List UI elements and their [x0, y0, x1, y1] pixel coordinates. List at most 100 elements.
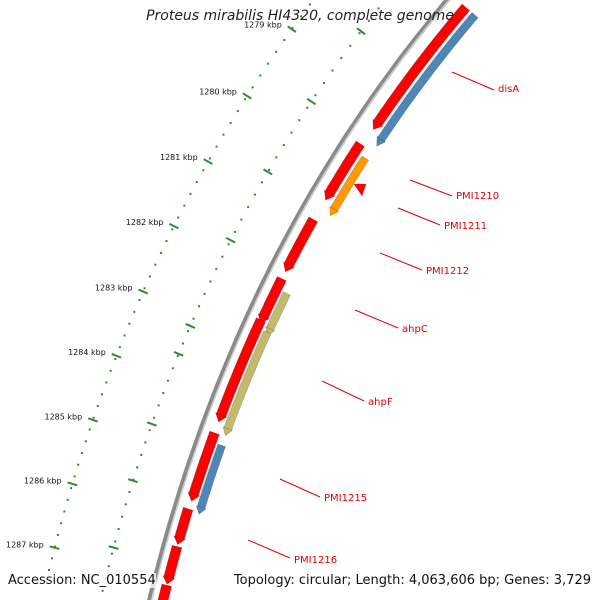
feature-blue-1-arrowhead	[376, 135, 387, 147]
feature-khaki-2-arrowhead	[222, 426, 234, 437]
gene-label: PMI1212	[426, 266, 469, 277]
tick-ring-dot	[260, 181, 263, 184]
tick-ring-dot	[187, 330, 190, 333]
scale-ring-dot	[143, 287, 146, 290]
tick-ring-dot	[240, 218, 243, 221]
genome-summary: Topology: circular; Length: 4,063,606 bp…	[233, 573, 591, 588]
tick-ring-dot	[176, 354, 179, 357]
tick-ring-dot	[181, 342, 184, 345]
scale-ring-dot	[236, 110, 239, 113]
scale-ring-dot	[92, 416, 95, 419]
tick-ring-dot	[247, 206, 250, 209]
gene-leader-line	[397, 207, 441, 226]
scale-ring-dot	[101, 393, 103, 396]
tick-ring-dot	[198, 305, 200, 308]
gene-leader-line	[379, 252, 423, 271]
feature-marker	[225, 237, 236, 244]
scale-tick-label: 1281 kbp	[160, 153, 198, 162]
scale-ring-dot	[283, 39, 286, 41]
scale-ring-dot	[183, 204, 186, 207]
scale-ring-dot	[66, 498, 69, 501]
scale-ring-dot	[123, 334, 126, 337]
scale-tick	[242, 92, 252, 100]
tick-ring-dot	[314, 94, 317, 97]
tick-ring-dot	[349, 44, 352, 47]
gene-leader-line	[247, 539, 291, 559]
gene-leader-line	[321, 380, 365, 402]
tick-ring-dot	[275, 156, 278, 159]
feature-marker	[185, 323, 196, 329]
scale-tick-label: 1286 kbp	[24, 476, 62, 485]
cds-gene-3	[283, 216, 319, 268]
scale-ring-dot	[244, 98, 247, 101]
scale-ring-dot	[159, 251, 162, 254]
scale-tick	[169, 222, 179, 230]
scale-ring-dot	[259, 74, 262, 77]
scale-ring-dot	[77, 463, 80, 466]
scale-tick-label: 1284 kbp	[68, 348, 106, 357]
tick-ring-dot	[358, 32, 361, 35]
scale-ring-dot	[114, 358, 117, 360]
cds-gene-6-arrowhead	[187, 491, 201, 502]
tick-ring-dot	[157, 404, 160, 407]
tick-ring-dot	[144, 441, 147, 444]
map-title: Proteus mirabilis HI4320, complete genom…	[146, 8, 454, 24]
tick-ring-dot	[367, 19, 370, 22]
scale-ring-dot	[50, 557, 53, 560]
cds-gene-6	[188, 430, 220, 497]
scale-ring-dot	[275, 50, 278, 53]
scale-ring-dot	[308, 3, 311, 6]
scale-ring-dot	[222, 133, 225, 136]
tick-ring-dot	[136, 466, 139, 469]
gene-leader-line	[451, 71, 495, 91]
gene-leader-line	[409, 179, 453, 197]
scale-ring-dot	[195, 181, 198, 183]
gene-label: PMI1215	[324, 493, 367, 504]
scale-tick-label: 1280 kbp	[199, 87, 237, 96]
tick-ring-dot	[377, 7, 380, 10]
cds-gene-8-arrowhead	[162, 575, 176, 585]
tick-ring-dot	[171, 367, 174, 370]
tick-ring-dot	[132, 478, 135, 481]
cds-gene-2	[324, 140, 365, 197]
cds-gene-2-arrowhead	[324, 189, 336, 201]
scale-tick-label: 1279 kbp	[244, 20, 282, 29]
tick-ring-dot	[148, 429, 151, 432]
scale-ring-dot	[118, 346, 121, 349]
scale-ring-dot	[171, 228, 174, 231]
tick-ring-dot	[306, 106, 309, 109]
tick-ring-dot	[107, 565, 110, 568]
scale-tick	[111, 353, 122, 359]
scale-ring-dot	[208, 157, 211, 160]
scale-ring-dot	[63, 510, 66, 513]
scale-ring-dot	[291, 27, 294, 30]
tick-ring-dot	[298, 119, 301, 122]
scale-ring-dot	[84, 440, 87, 443]
tick-ring-dot	[282, 144, 285, 146]
scale-ring-dot	[70, 487, 73, 490]
feature-blue-2-arrowhead	[195, 505, 207, 515]
scale-ring-dot	[128, 322, 131, 325]
scale-tick-label: 1285 kbp	[44, 412, 82, 421]
feature-marker	[356, 27, 366, 35]
tick-ring-dot	[192, 317, 195, 320]
tick-ring-dot	[121, 515, 124, 518]
gene-label: PMI1210	[456, 191, 499, 202]
tick-ring-dot	[128, 491, 131, 493]
gene-label: ahpC	[402, 324, 428, 335]
tick-ring-dot	[162, 392, 165, 394]
gene-label: PMI1211	[444, 221, 487, 232]
genome-backbone-highlight	[150, 0, 451, 600]
tick-ring-dot	[140, 453, 143, 456]
cds-gene-1	[373, 3, 471, 126]
tick-ring-dot	[253, 193, 256, 196]
feature-marker	[173, 351, 184, 357]
cds-gene-1-arrowhead	[372, 118, 384, 131]
scale-ring-dot	[88, 428, 91, 431]
tick-ring-dot	[117, 528, 120, 530]
scale-ring-dot	[300, 15, 303, 18]
scale-ring-dot	[165, 240, 168, 243]
tick-ring-dot	[101, 589, 104, 592]
scale-ring-dot	[189, 192, 192, 195]
